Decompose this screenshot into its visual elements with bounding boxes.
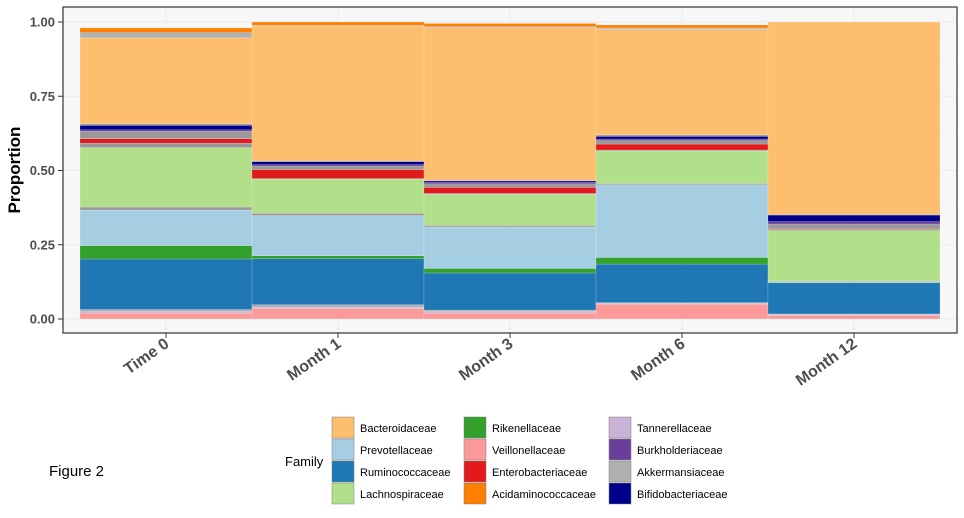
bar-segment-rikenellaceae <box>79 245 253 260</box>
legend-label-burkholderiaceae: Burkholderiaceae <box>637 445 723 457</box>
bar-segment-acidaminococcaceae <box>595 24 769 29</box>
bar-segment-veillonellaceae <box>767 315 941 320</box>
legend-swatch-akkermansiaceae <box>608 460 632 483</box>
bar-segment-prevotellaceae <box>595 184 769 258</box>
y-tick-label: 0.25 <box>30 237 55 252</box>
bar-segment-other <box>79 131 253 139</box>
legend-label-prevotellaceae: Prevotellaceae <box>360 445 433 457</box>
bar-segment-ruminococcaceae <box>595 263 769 303</box>
bar-segment-prevotellaceae <box>79 209 253 246</box>
legend-swatch-tannerellaceae <box>608 416 632 439</box>
bar-segment-ruminococcaceae <box>767 282 941 315</box>
legend-swatch-acidaminococcaceae <box>463 482 487 505</box>
y-axis: 0.00 0.25 0.50 0.75 1.00 <box>30 15 63 327</box>
legend-swatch-rikenellaceae <box>463 416 487 439</box>
bar-segment-ruminococcaceae <box>79 258 253 310</box>
bar-segment-other <box>79 206 253 211</box>
bar-segment-enterobacteriaceae <box>423 187 597 194</box>
bar-segment-enterobacteriaceae <box>79 138 253 144</box>
bar-segment-prevotellaceae <box>423 226 597 269</box>
legend-label-rikenellaceae: Rikenellaceae <box>492 423 561 435</box>
bar-segment-veillonellaceae <box>423 312 597 320</box>
legend-label-akkermansiaceae: Akkermansiaceae <box>637 467 724 479</box>
y-tick-label: 0.75 <box>30 89 55 104</box>
legend-swatch-veillonellaceae <box>463 438 487 461</box>
bar-segment-veillonellaceae <box>79 312 253 320</box>
x-tick-label: Time 0 <box>121 335 172 378</box>
legend-label-tannerellaceae: Tannerellaceae <box>637 423 712 435</box>
bar-segment-bacteroidaceae <box>595 29 769 136</box>
legend-swatch-ruminococcaceae <box>331 460 355 483</box>
bar-segment-akkermansiaceae <box>251 304 425 308</box>
y-tick-label: 0.50 <box>30 163 55 178</box>
bar-segment-bifidobacteriaceae <box>767 214 941 222</box>
bar-segment-other <box>251 213 425 216</box>
legend-swatch-bacteroidaceae <box>331 416 355 439</box>
bar-segment-other <box>423 183 597 188</box>
bar-segment-akkermansiaceae <box>79 33 253 38</box>
legend-swatch-prevotellaceae <box>331 438 355 461</box>
x-tick-label: Month 12 <box>793 335 860 389</box>
x-axis: Time 0 Month 1 Month 3 Month 6 Month 12 <box>121 333 860 390</box>
bar-segment-ruminococcaceae <box>423 272 597 311</box>
x-tick-label: Month 1 <box>284 335 344 384</box>
bar-segment-ruminococcaceae <box>251 258 425 305</box>
legend-title: Family <box>285 454 324 469</box>
bar-segment-lachnospiraceae <box>79 147 253 208</box>
bar-segment-enterobacteriaceae <box>251 169 425 179</box>
bar-segment-other <box>767 223 941 229</box>
bar-segment-bacteroidaceae <box>767 21 941 215</box>
legend-label-enterobacteriaceae: Enterobacteriaceae <box>492 467 587 479</box>
legend-label-bacteroidaceae: Bacteroidaceae <box>360 423 436 435</box>
bar-segment-bacteroidaceae <box>423 27 597 181</box>
legend-swatch-burkholderiaceae <box>608 438 632 461</box>
bar-segment-rikenellaceae <box>423 268 597 274</box>
legend-swatch-enterobacteriaceae <box>463 460 487 483</box>
legend-label-acidaminococcaceae: Acidaminococcaceae <box>492 489 596 501</box>
bar-segment-lachnospiraceae <box>251 178 425 214</box>
bar-segment-rikenellaceae <box>595 257 769 265</box>
bar-segment-burkholderiaceae <box>767 221 941 225</box>
bar-segment-bifidobacteriaceae <box>595 136 769 140</box>
legend-label-veillonellaceae: Veillonellaceae <box>492 445 565 457</box>
bar-segment-bacteroidaceae <box>251 25 425 162</box>
legend-label-lachnospiraceae: Lachnospiraceae <box>360 489 444 501</box>
bar-segment-other <box>79 142 253 148</box>
bar-segment-acidaminococcaceae <box>251 21 425 26</box>
bar-segment-acidaminococcaceae <box>423 23 597 27</box>
figure-caption: Figure 2 <box>49 463 104 480</box>
bar-segment-lachnospiraceae <box>595 150 769 184</box>
legend-swatch-lachnospiraceae <box>331 482 355 505</box>
bar-segment-rikenellaceae <box>251 255 425 259</box>
bar-segment-bacteroidaceae <box>79 37 253 125</box>
x-tick-label: Month 3 <box>456 335 516 384</box>
legend-label-ruminococcaceae: Ruminococcaceae <box>360 467 451 479</box>
bar-segment-other <box>595 140 769 145</box>
y-tick-label: 1.00 <box>30 15 55 30</box>
bar-segment-lachnospiraceae <box>423 194 597 226</box>
legend-swatch-bifidobacteriaceae <box>608 482 632 505</box>
bar-segment-bifidobacteriaceae <box>79 125 253 131</box>
x-tick-label: Month 6 <box>628 335 688 384</box>
bar-segment-lachnospiraceae <box>767 230 941 282</box>
legend-label-bifidobacteriaceae: Bifidobacteriaceae <box>637 489 728 501</box>
bar-segment-prevotellaceae <box>251 215 425 256</box>
bar-segment-tannerellaceae <box>767 314 941 316</box>
bars <box>79 21 941 320</box>
y-tick-label: 0.00 <box>30 312 55 327</box>
bar-segment-other <box>767 228 941 231</box>
bar-segment-veillonellaceae <box>251 308 425 320</box>
legend: Family Bacteroidaceae Prevotellaceae Rumin… <box>285 416 728 505</box>
bar-segment-bifidobacteriaceae <box>251 161 425 165</box>
bar-segment-enterobacteriaceae <box>595 143 769 151</box>
y-axis-title: Proportion <box>5 127 24 214</box>
bar-segment-other <box>251 165 425 170</box>
bar-segment-akkermansiaceae <box>79 309 253 312</box>
bar-segment-veillonellaceae <box>595 303 769 320</box>
bar-segment-acidaminococcaceae <box>79 27 253 33</box>
